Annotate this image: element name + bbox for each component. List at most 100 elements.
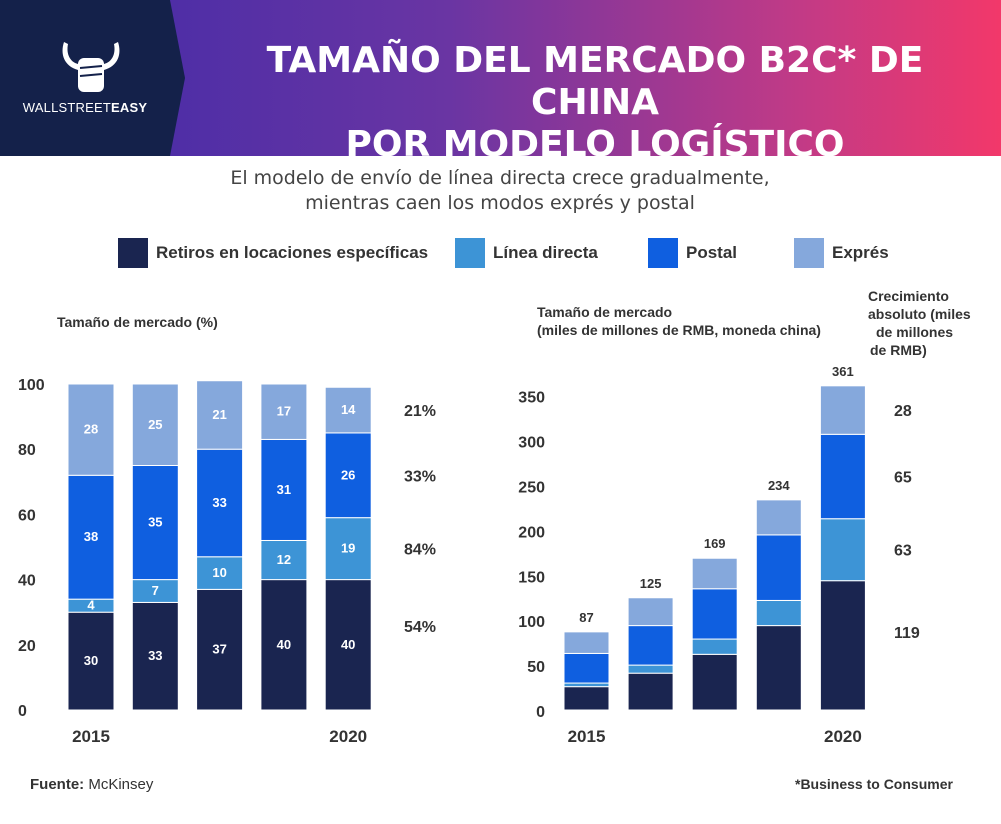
- right-y-tick-label: 100: [518, 614, 545, 631]
- left-y-tick-label: 40: [18, 573, 36, 590]
- right-bar-segment-expres: [627, 597, 674, 627]
- legend-swatch-postal: [648, 238, 678, 268]
- left-annotation-retiros-en-locaciones-especificas: 54%: [404, 619, 436, 636]
- legend-item-linea-directa: Línea directa: [455, 238, 598, 268]
- right-axis-label: Tamaño de mercado (miles de millones de …: [537, 303, 821, 339]
- left-bar-segment-retiros-en-locaciones-especificas: [131, 601, 179, 711]
- left-annotation-postal: 33%: [404, 468, 436, 485]
- right-bar-segment-retiros-en-locaciones-especificas: [819, 580, 866, 711]
- left-bar-segment-postal: [324, 432, 372, 519]
- right-growth-value-linea-directa: 63: [894, 543, 912, 560]
- left-y-tick-label: 100: [18, 377, 45, 394]
- percent-stacked-bar-chart: 0 20 40 60 80 100 30 4 38 28 2015 33 7 35 25 37 10 33 21 40…: [18, 377, 436, 746]
- right-bar-segment-linea-directa: [563, 682, 610, 688]
- source-value: McKinsey: [88, 776, 154, 793]
- left-bar-value-label: 37: [212, 642, 226, 657]
- subtitle-line-1: El modelo de envío de línea directa crec…: [230, 167, 770, 189]
- left-bar-value-label: 19: [341, 541, 355, 556]
- left-bar-segment-postal: [67, 474, 115, 600]
- left-bar-value-label: 31: [277, 482, 291, 497]
- right-bar-total-label: 234: [768, 478, 790, 493]
- right-bar-total-label: 87: [579, 610, 593, 625]
- right-bar-segment-postal: [755, 534, 802, 601]
- left-bar-segment-postal: [131, 465, 179, 581]
- source-label: Fuente:: [30, 776, 85, 793]
- left-bar-value-label: 30: [84, 653, 98, 668]
- header-banner: WALLSTREETEASY TAMAÑO DEL MERCADO B2C* D…: [0, 0, 1001, 165]
- right-y-tick-label: 350: [518, 390, 545, 407]
- legend-item-retiros: Retiros en locaciones específicas: [118, 238, 428, 268]
- left-bar-value-label: 17: [277, 404, 291, 419]
- title-line-2: POR MODELO LOGÍSTICO: [345, 124, 845, 165]
- right-bar-segment-postal: [819, 433, 866, 520]
- left-y-tick-label: 20: [18, 638, 36, 655]
- growth-label-line-4: de RMB): [870, 342, 927, 358]
- growth-label-line-1: Crecimiento: [868, 288, 949, 304]
- left-bar-segment-retiros-en-locaciones-especificas: [67, 611, 115, 711]
- left-bar-value-label: 33: [148, 648, 162, 663]
- right-bar-segment-expres: [563, 631, 610, 654]
- right-bar-segment-expres: [819, 385, 866, 435]
- legend-swatch-retiros: [118, 238, 148, 268]
- left-bar-segment-expres: [260, 383, 308, 440]
- left-bar-value-label: 35: [148, 515, 162, 530]
- left-x-tick-label: 2015: [72, 727, 110, 746]
- left-bar-segment-postal: [196, 448, 244, 558]
- page-title: TAMAÑO DEL MERCADO B2C* DE CHINA POR MOD…: [200, 40, 990, 166]
- left-bar-value-label: 25: [148, 417, 162, 432]
- left-bar-value-label: 12: [277, 552, 291, 567]
- legend-swatch-expres: [794, 238, 824, 268]
- right-bar-segment-retiros-en-locaciones-especificas: [563, 686, 610, 711]
- right-bar-segment-postal: [691, 588, 738, 640]
- right-bar-segment-expres: [691, 557, 738, 590]
- right-axis-label-line-1: Tamaño de mercado: [537, 304, 673, 320]
- right-bar-total-label: 169: [704, 536, 726, 551]
- left-bar-value-label: 28: [84, 422, 98, 437]
- right-bar-segment-linea-directa: [627, 664, 674, 674]
- subtitle-line-2: mientras caen los modos exprés y postal: [305, 192, 695, 214]
- right-x-tick-label: 2020: [824, 727, 862, 746]
- left-bar-segment-postal: [260, 438, 308, 541]
- left-bar-segment-expres: [324, 386, 372, 434]
- brand-wordmark: WALLSTREETEASY: [22, 100, 148, 115]
- right-y-tick-label: 50: [527, 659, 545, 676]
- left-x-tick-label: 2020: [329, 727, 367, 746]
- right-growth-value-retiros-en-locaciones-especificas: 119: [894, 625, 920, 642]
- left-bar-segment-expres: [67, 383, 115, 476]
- left-bar-segment-expres: [131, 383, 179, 466]
- right-x-tick-label: 2015: [568, 727, 606, 746]
- logo-panel: WALLSTREETEASY: [0, 0, 185, 156]
- left-y-tick-label: 0: [18, 703, 27, 720]
- right-bar-segment-linea-directa: [691, 638, 738, 655]
- right-bar-segment-retiros-en-locaciones-especificas: [755, 625, 802, 711]
- growth-label: Crecimiento absoluto (miles de millones …: [868, 287, 971, 359]
- left-bar-segment-linea-directa: [324, 517, 372, 581]
- left-bar-value-label: 40: [341, 637, 355, 652]
- right-y-tick-label: 200: [518, 524, 545, 541]
- right-bar-segment-retiros-en-locaciones-especificas: [691, 653, 738, 711]
- left-bar-value-label: 10: [212, 565, 226, 580]
- growth-label-line-2: absoluto (miles: [868, 306, 971, 322]
- right-bar-total-label: 125: [640, 576, 662, 591]
- legend-swatch-linea-directa: [455, 238, 485, 268]
- left-bar-value-label: 4: [87, 598, 95, 613]
- subtitle: El modelo de envío de línea directa crec…: [120, 166, 880, 216]
- title-line-1: TAMAÑO DEL MERCADO B2C* DE CHINA: [266, 40, 924, 123]
- left-y-tick-label: 80: [18, 442, 36, 459]
- left-bar-value-label: 33: [212, 495, 226, 510]
- right-axis-label-line-2: (miles de millones de RMB, moneda china): [537, 322, 821, 338]
- right-y-tick-label: 300: [518, 435, 545, 452]
- left-bar-value-label: 14: [341, 402, 356, 417]
- left-bar-value-label: 40: [277, 637, 291, 652]
- left-annotation-linea-directa: 84%: [404, 542, 436, 559]
- legend-label-postal: Postal: [686, 243, 738, 262]
- left-bar-segment-expres: [196, 380, 244, 450]
- right-growth-value-expres: 28: [894, 403, 912, 420]
- right-y-tick-label: 250: [518, 480, 545, 497]
- growth-label-line-3: de millones: [876, 324, 954, 340]
- right-bar-segment-linea-directa: [819, 518, 866, 582]
- left-bar-segment-linea-directa: [260, 539, 308, 581]
- left-bar-value-label: 38: [84, 529, 98, 544]
- left-y-tick-label: 60: [18, 507, 36, 524]
